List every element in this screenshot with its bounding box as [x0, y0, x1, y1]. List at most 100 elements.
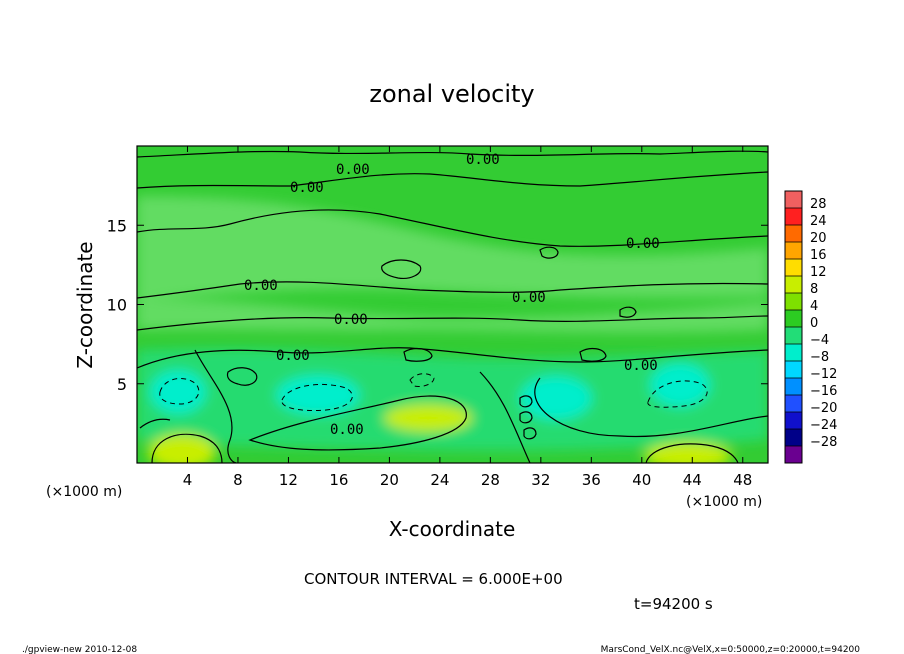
contour-label: 0.00	[244, 278, 278, 294]
contour-interval: CONTOUR INTERVAL = 6.000E+00	[304, 570, 563, 588]
contour-label: 0.00	[626, 236, 660, 252]
cyan-blob-2	[276, 375, 360, 415]
negative-contour	[159, 377, 200, 405]
cyan-blob-4	[650, 363, 710, 407]
colorbar-label: 16	[810, 248, 827, 263]
light-band-lower	[137, 299, 768, 333]
colorbar-swatch	[785, 446, 802, 464]
x-axis-unit-left: (×1000 m)	[46, 484, 122, 500]
colorbar-label: −8	[810, 350, 829, 365]
cyan-blob-3	[520, 376, 592, 420]
colorbar-swatch	[785, 259, 802, 277]
plot-area: 0.00 0.00 0.00 0.00 0.00 0.00 0.00 0.00 …	[137, 146, 768, 463]
colorbar-label: −24	[810, 418, 837, 433]
colorbar-label: 28	[810, 197, 827, 212]
yellow-green-blob-1	[148, 434, 216, 463]
colorbar-swatch	[785, 208, 802, 226]
colorbar-label: 24	[810, 214, 827, 229]
x-tick-label: 32	[531, 471, 550, 489]
contour-label: 0.00	[512, 290, 546, 306]
x-tick-label: 20	[380, 471, 399, 489]
contour-label: 0.00	[624, 358, 658, 374]
x-tick-label: 28	[481, 471, 500, 489]
x-tick-label: 8	[233, 471, 243, 489]
colorbar-swatch	[785, 378, 802, 396]
colorbar-label: −16	[810, 384, 837, 399]
contour-line	[137, 209, 768, 247]
colorbar-label: −28	[810, 435, 837, 450]
contour-line	[539, 246, 559, 259]
footer-left: ./gpview-new 2010-12-08	[22, 645, 137, 654]
contour-line	[226, 367, 258, 386]
chart-title: zonal velocity	[369, 80, 534, 108]
x-tick-label: 36	[582, 471, 601, 489]
x-tick-label: 44	[683, 471, 702, 489]
contour-line	[137, 150, 768, 158]
contour-line	[619, 306, 637, 318]
cyan-blob-1	[150, 370, 206, 414]
contour-line	[534, 377, 768, 438]
y-tick-label: 5	[117, 375, 127, 394]
contour-label: 0.00	[290, 180, 324, 196]
contour-label: 0.00	[330, 422, 364, 438]
colorbar-swatch	[785, 429, 802, 447]
contour-line	[519, 395, 533, 408]
colorbar: 28 24 20 16 12 8 4 0 −4 −8 −12 −16 −20 −24 −28	[784, 190, 837, 464]
colorbar-label: −12	[810, 367, 837, 382]
colorbar-label: 20	[810, 231, 827, 246]
colorbar-swatch	[785, 327, 802, 345]
contour-line	[381, 259, 422, 279]
x-tick-label: 24	[430, 471, 449, 489]
yellow-green-blob-3	[644, 442, 732, 463]
colorbar-swatch	[785, 310, 802, 328]
colorbar-swatch	[785, 191, 802, 209]
contour-label: 0.00	[466, 152, 500, 168]
negative-contour	[647, 380, 708, 408]
colorbar-swatch	[785, 293, 802, 311]
contour-line	[151, 433, 223, 463]
contour-line	[645, 443, 739, 463]
x-tick-label: 48	[733, 471, 752, 489]
x-axis-unit-right: (×1000 m)	[686, 494, 762, 510]
colorbar-swatch	[785, 344, 802, 362]
contour-line	[137, 171, 768, 189]
contour-line	[137, 315, 768, 331]
colorbar-swatch	[785, 412, 802, 430]
x-tick-label: 16	[329, 471, 348, 489]
y-tick-label: 10	[107, 296, 127, 315]
contour-lines	[137, 150, 768, 463]
contour-labels: 0.00 0.00 0.00 0.00 0.00 0.00 0.00 0.00 …	[244, 152, 660, 438]
colorbar-swatch	[785, 276, 802, 294]
time-stamp: t=94200 s	[634, 595, 713, 613]
contour-line	[403, 347, 433, 362]
x-tick-label: 4	[183, 471, 193, 489]
colorbar-label: −4	[810, 333, 829, 348]
contour-line	[194, 349, 237, 463]
colorbar-swatch	[785, 242, 802, 260]
contour-line	[479, 371, 531, 463]
contour-line	[137, 281, 768, 299]
colorbar-label: 4	[810, 299, 818, 314]
colorbar-label: 12	[810, 265, 827, 280]
contour-label: 0.00	[276, 348, 310, 364]
negative-contour	[409, 373, 435, 387]
contour-line	[523, 427, 537, 440]
footer-right: MarsCond_VelX.nc@VelX,x=0:50000,z=0:2000…	[601, 645, 861, 654]
contour-line	[139, 418, 171, 429]
contour-line	[248, 395, 467, 451]
negative-contours	[159, 373, 708, 411]
yellow-green-blob-2	[384, 404, 472, 432]
x-axis: 4 8 12 16 20 24 28 32 36 40 44 48	[183, 146, 752, 489]
colorbar-label: 8	[810, 282, 818, 297]
light-band-upper	[137, 196, 768, 300]
colorbar-label: −20	[810, 401, 837, 416]
y-axis: 5 10 15	[107, 216, 768, 394]
x-axis-label: X-coordinate	[389, 517, 516, 541]
x-tick-label: 12	[279, 471, 298, 489]
contour-line	[579, 347, 607, 362]
colorbar-swatch	[785, 395, 802, 413]
y-tick-label: 15	[107, 216, 127, 235]
negative-contour	[281, 383, 353, 411]
contour-line	[519, 411, 533, 424]
